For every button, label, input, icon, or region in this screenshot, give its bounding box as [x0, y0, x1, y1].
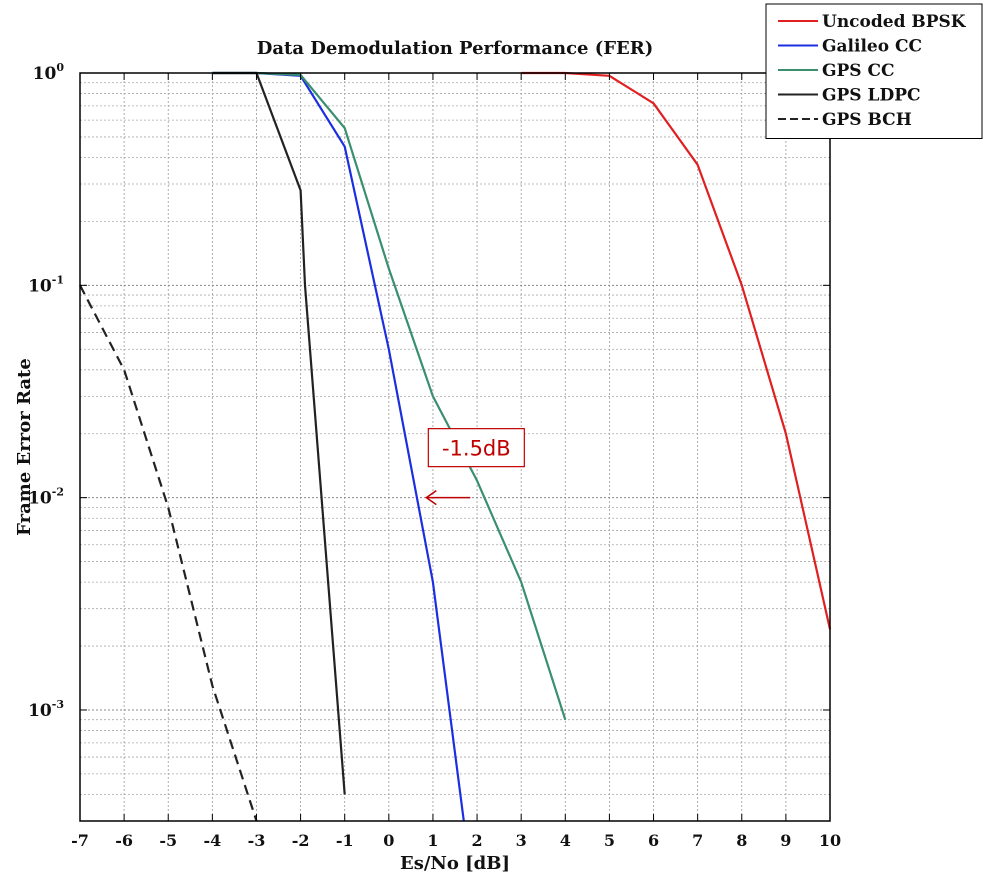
y-axis-label: Frame Error Rate	[14, 358, 35, 536]
legend-box	[765, 3, 983, 139]
x-tick-label: -7	[71, 831, 89, 850]
x-tick-label: 5	[604, 831, 615, 850]
annotation-label: -1.5dB	[442, 437, 511, 461]
x-tick-label: -3	[248, 831, 266, 850]
x-tick-label: 6	[648, 831, 659, 850]
legend-label: GPS LDPC	[822, 86, 921, 106]
x-tick-label: 0	[383, 831, 394, 850]
x-axis-label: Es/No [dB]	[400, 853, 510, 874]
x-tick-label: 4	[560, 831, 571, 850]
axis-ticks: -7 -6 -5 -4 -3 -2 -1 0 1 2 3 4 5 6 7 8 9 10 100 10-1 10-2 10-…	[28, 61, 841, 850]
legend-label: Uncoded BPSK	[822, 12, 967, 32]
x-tick-label: -5	[159, 831, 177, 850]
x-tick-label: 7	[692, 831, 703, 850]
y-tick-label: 100	[33, 61, 65, 84]
legend-label: GPS CC	[822, 61, 895, 81]
x-tick-label: 1	[427, 831, 438, 850]
x-tick-label: 3	[516, 831, 527, 850]
x-tick-label: 9	[780, 831, 791, 850]
y-tick-label: 10-1	[28, 273, 64, 296]
legend: Uncoded BPSK Galileo CC GPS CC GPS LDPC GPS …	[765, 3, 983, 139]
annotation-arrow-head	[425, 490, 437, 506]
x-tick-label: 10	[819, 831, 841, 850]
plot-area-frame	[79, 72, 831, 822]
grid-lines	[80, 73, 830, 821]
legend-label: GPS BCH	[822, 110, 912, 130]
x-tick-label: -4	[203, 831, 221, 850]
x-tick-label: -2	[292, 831, 310, 850]
x-tick-label: -1	[336, 831, 354, 850]
annotation-box	[427, 428, 525, 468]
series-line-gps-bch	[79, 284, 258, 822]
x-tick-label: 8	[736, 831, 747, 850]
y-tick-label: 10-3	[28, 698, 64, 721]
annotation: -1.5dB	[425, 428, 525, 506]
x-tick-label: 2	[471, 831, 482, 850]
legend-label: Galileo CC	[822, 37, 922, 57]
chart-title: Data Demodulation Performance (FER)	[257, 38, 654, 59]
x-tick-label: -6	[115, 831, 133, 850]
y-tick-label: 10-2	[28, 486, 64, 509]
